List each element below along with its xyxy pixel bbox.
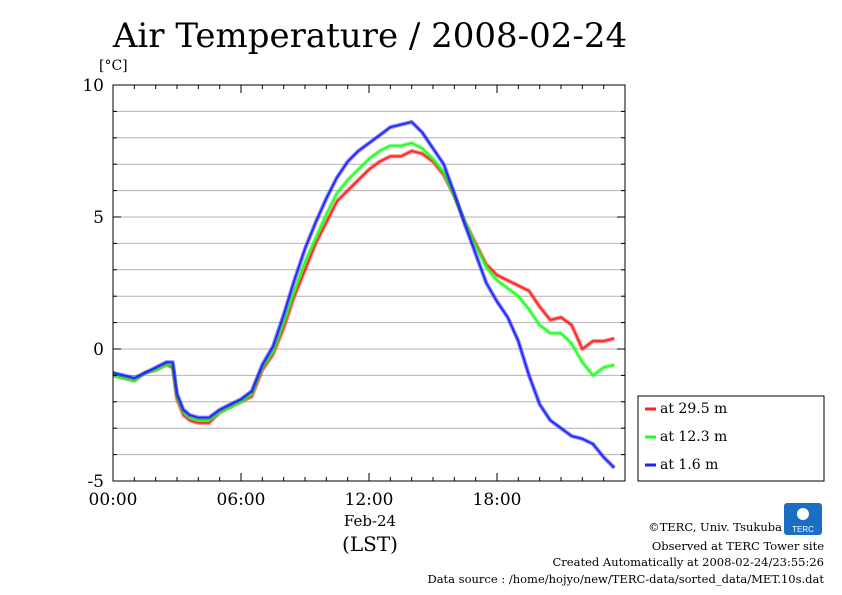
legend-label: at 12.3 m — [660, 429, 727, 445]
axis-ticks: 10 5 0 -500:00 06:00 12:00 18:00 — [82, 76, 626, 510]
y-tick-label: 5 — [93, 208, 104, 228]
footer-source: Data source : /home/hojyo/new/TERC-data/… — [427, 572, 824, 586]
grid-lines — [113, 110, 625, 456]
x-axis-label: (LST) — [342, 532, 398, 556]
y-axis-unit-label: [°C] — [99, 58, 128, 74]
series-lines — [112, 120, 616, 470]
legend-box — [637, 395, 825, 482]
x-tick-label: 12:00 — [345, 490, 394, 510]
x-tick-label: 18:00 — [473, 490, 522, 510]
footer-created: Created Automatically at 2008-02-24/23:5… — [553, 555, 825, 569]
logo-text: TERC — [792, 525, 814, 534]
footer-copyright: ©TERC, Univ. Tsukuba — [648, 520, 782, 534]
legend-label: at 29.5 m — [660, 401, 727, 417]
chart-title: Air Temperature / 2008-02-24 — [112, 16, 627, 56]
series-line — [112, 142, 615, 422]
legend: at 29.5 m at 12.3 m at 1.6 m — [637, 395, 825, 482]
y-tick-label: -5 — [87, 472, 104, 492]
series-line — [112, 121, 615, 469]
footer-observed: Observed at TERC Tower site — [652, 539, 824, 553]
x-axis-date-label: Feb-24 — [344, 512, 396, 530]
series-line-halo — [112, 141, 615, 423]
drop-icon — [797, 508, 809, 520]
x-tick-label: 06:00 — [217, 490, 266, 510]
series-line-halo — [112, 149, 615, 425]
x-tick-label: 00:00 — [89, 490, 138, 510]
series-line — [112, 150, 615, 424]
y-tick-label: 10 — [82, 76, 104, 96]
y-tick-label: 0 — [93, 340, 104, 360]
terc-logo: TERC — [784, 503, 822, 535]
legend-label: at 1.6 m — [660, 457, 718, 473]
